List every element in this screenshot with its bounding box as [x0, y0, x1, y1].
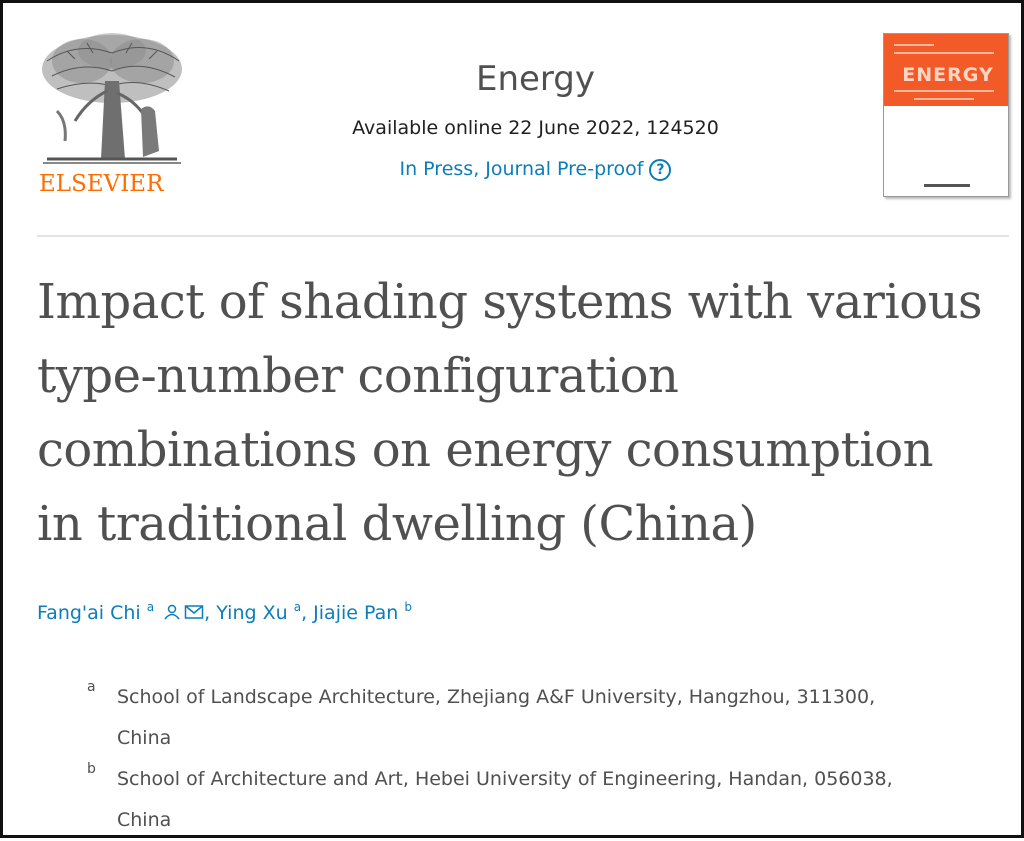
cover-header — [884, 34, 1008, 106]
author-list: Fang'ai Chi a , Ying Xu a, Jiajie Pan b — [37, 600, 937, 625]
author-affiliation-sup[interactable]: a — [146, 600, 155, 614]
cover-line — [894, 44, 934, 46]
cover-line — [914, 98, 974, 100]
cover-footer — [924, 184, 970, 187]
cover-line — [894, 52, 994, 54]
affiliation-text: School of Architecture and Art, Hebei Un… — [117, 759, 987, 841]
author-affiliation-sup[interactable]: a — [293, 600, 302, 614]
author-link[interactable]: Fang'ai Chi — [37, 602, 141, 624]
cover-line — [894, 90, 994, 92]
journal-cover-thumbnail[interactable]: ENERGY — [883, 33, 1009, 197]
title-line: combinations on energy consumption — [37, 422, 934, 478]
affiliation-line: School of Architecture and Art, Hebei Un… — [117, 768, 893, 790]
affiliation-label: a — [87, 679, 96, 695]
affiliation-line: China — [117, 727, 172, 749]
affiliation-line: China — [117, 809, 172, 831]
affiliation-label: b — [87, 761, 96, 777]
elsevier-tree-icon — [42, 33, 182, 164]
journal-title[interactable]: Energy — [333, 59, 738, 99]
author-link[interactable]: Ying Xu — [216, 602, 288, 624]
affiliation-text: School of Landscape Architecture, Zhejia… — [117, 677, 987, 759]
title-line: Impact of shading systems with various — [37, 274, 983, 330]
status-text[interactable]: In Press, Journal Pre-proof — [399, 158, 644, 180]
affiliation-line: School of Landscape Architecture, Zhejia… — [117, 686, 876, 708]
cover-word: ENERGY — [902, 64, 994, 86]
help-icon[interactable]: ? — [649, 159, 672, 181]
person-icon[interactable] — [163, 603, 181, 625]
author-link[interactable]: Jiajie Pan — [313, 602, 399, 624]
author-separator: , — [204, 602, 211, 624]
title-line: in traditional dwelling (China) — [37, 496, 757, 552]
mail-icon[interactable] — [184, 603, 204, 625]
header-divider — [37, 235, 1009, 237]
availability-info: Available online 22 June 2022, 124520 — [352, 117, 719, 139]
publisher-logo[interactable]: ELSEVIER — [37, 31, 187, 201]
publication-status[interactable]: In Press, Journal Pre-proof? — [303, 158, 768, 181]
journal-title-link[interactable]: Energy — [475, 59, 596, 99]
author-separator: , — [301, 602, 308, 624]
article-title: Impact of shading systems with various t… — [37, 265, 1012, 561]
author-affiliation-sup[interactable]: b — [404, 600, 412, 614]
title-line: type-number configuration — [37, 348, 679, 404]
publisher-name: ELSEVIER — [39, 171, 164, 197]
